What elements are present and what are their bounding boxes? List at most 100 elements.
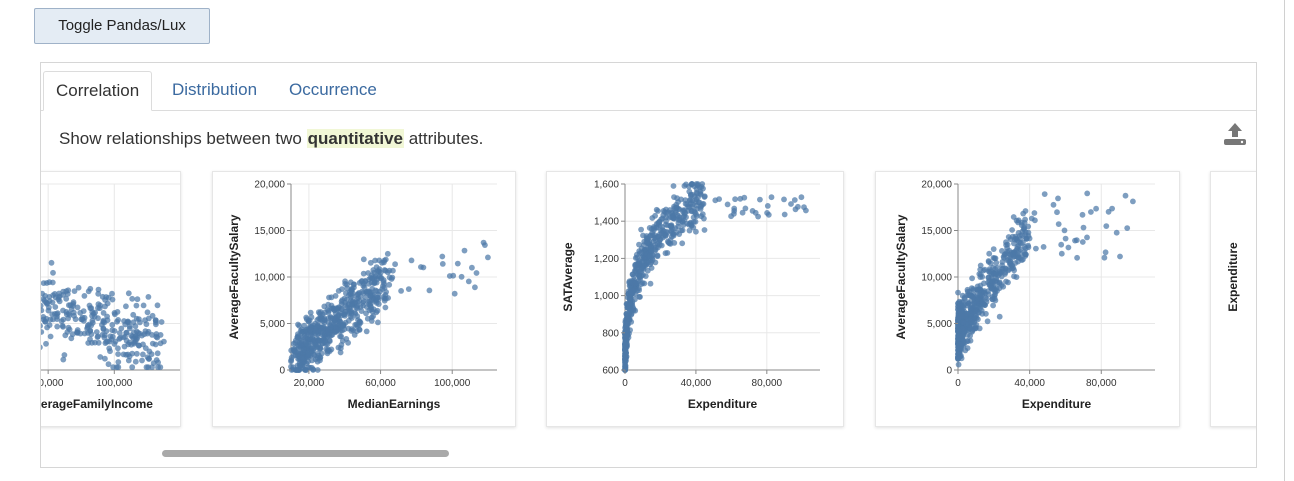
data-point — [1074, 254, 1080, 261]
data-point — [294, 367, 301, 373]
data-point — [686, 227, 693, 234]
data-point — [959, 333, 965, 339]
data-point — [50, 292, 57, 298]
data-point — [636, 273, 643, 280]
data-point — [957, 308, 964, 315]
data-point — [45, 307, 52, 314]
data-point — [49, 311, 56, 318]
data-point — [731, 210, 737, 217]
horizontal-scrollbar[interactable] — [41, 447, 1256, 459]
data-point — [161, 338, 167, 345]
y-tick-label: 0 — [946, 366, 952, 377]
data-point — [1062, 235, 1069, 242]
data-point — [659, 227, 666, 233]
data-point — [1130, 198, 1136, 205]
data-point — [627, 296, 633, 303]
chart-card[interactable]: 80,000 100,000 AverageFamilyIncome — [41, 171, 181, 427]
data-point — [450, 272, 457, 279]
data-point — [295, 335, 301, 341]
data-point — [341, 295, 348, 302]
data-point — [485, 254, 491, 261]
data-point — [1113, 229, 1120, 236]
upload-icon-graphic — [1224, 123, 1246, 145]
data-point — [332, 316, 339, 322]
data-point — [105, 361, 112, 368]
data-point — [1054, 209, 1060, 216]
description-highlight: quantitative — [306, 129, 404, 148]
data-point — [996, 313, 1003, 320]
data-point — [317, 344, 324, 351]
scatter-chart: Expenditure — [1226, 242, 1240, 312]
data-point — [701, 215, 707, 222]
tab-distribution[interactable]: Distribution — [172, 80, 258, 99]
data-point — [633, 251, 640, 258]
data-point — [74, 304, 81, 311]
data-point — [380, 277, 387, 284]
data-point — [701, 227, 708, 233]
chart-card[interactable]: 20,000 60,000 100,000 0 5,000 10,000 15,000 20,… — [212, 171, 516, 427]
data-point — [655, 233, 662, 240]
data-point — [43, 280, 50, 286]
data-point — [109, 327, 116, 334]
data-point — [960, 341, 966, 347]
toggle-pandas-lux-button[interactable]: Toggle Pandas/Lux — [34, 8, 210, 44]
data-point — [60, 323, 66, 330]
data-point — [296, 322, 303, 329]
data-point — [971, 314, 978, 321]
data-point — [134, 350, 140, 357]
data-point — [765, 211, 772, 218]
data-point — [149, 364, 155, 371]
data-point — [112, 338, 119, 345]
data-point — [142, 317, 148, 324]
data-point — [360, 256, 367, 263]
x-axis-title: AverageFamilyIncome — [41, 397, 153, 411]
data-point — [1084, 234, 1090, 241]
data-point — [118, 325, 125, 332]
data-point — [318, 328, 324, 334]
data-point — [648, 248, 655, 254]
data-point — [333, 305, 340, 311]
scrollbar-thumb[interactable] — [162, 450, 449, 457]
data-point — [998, 282, 1005, 288]
data-point — [342, 280, 349, 287]
chart-card[interactable]: Expenditure — [1210, 171, 1256, 427]
data-point — [64, 329, 71, 335]
x-tick-label: 20,000 — [294, 378, 325, 389]
y-tick-label: 1,000 — [594, 291, 619, 302]
data-point — [712, 197, 719, 204]
data-point — [339, 322, 346, 328]
data-point — [126, 325, 133, 332]
upload-icon[interactable] — [1221, 121, 1249, 147]
tab-correlation[interactable]: Correlation — [43, 71, 153, 111]
tab-occurrence[interactable]: Occurrence — [289, 80, 377, 99]
data-point — [1022, 216, 1028, 223]
data-point — [326, 332, 333, 339]
data-point — [304, 353, 311, 360]
y-tick-label: 15,000 — [921, 226, 952, 237]
data-point — [681, 217, 687, 224]
data-point — [983, 310, 989, 317]
data-point — [288, 354, 295, 361]
y-tick-label: 1,400 — [594, 217, 619, 228]
data-point — [303, 360, 310, 367]
data-point — [652, 212, 658, 219]
data-point — [700, 185, 706, 192]
data-point — [381, 257, 388, 264]
chart-card[interactable]: 0 40,000 80,000 0 5,000 10,000 15,000 20,000 Exp… — [875, 171, 1180, 427]
data-point — [373, 279, 380, 286]
data-point — [975, 303, 982, 310]
data-point — [95, 339, 102, 346]
data-point — [978, 307, 985, 314]
data-point — [145, 356, 152, 362]
data-point — [970, 294, 976, 300]
y-axis-title: SATAverage — [561, 242, 575, 311]
chart-card[interactable]: 0 40,000 80,000 600 800 1,000 1,200 1,400 1,600 E… — [546, 171, 844, 427]
data-point — [93, 329, 100, 335]
data-point — [96, 305, 103, 312]
data-point — [154, 302, 161, 309]
data-point — [1050, 201, 1057, 208]
data-point — [312, 330, 319, 337]
data-point — [354, 291, 361, 298]
data-point — [95, 290, 102, 297]
x-tick-label: 40,000 — [1014, 378, 1045, 389]
